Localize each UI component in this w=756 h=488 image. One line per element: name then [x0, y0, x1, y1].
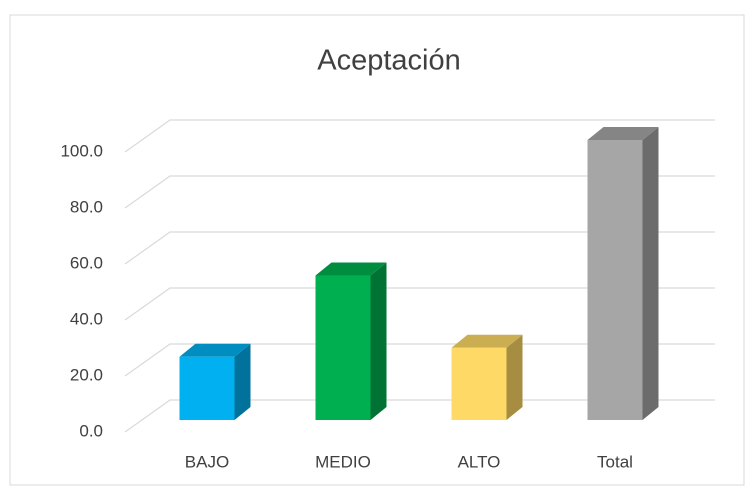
bar-side	[370, 262, 387, 420]
x-tick-label: ALTO	[458, 452, 501, 471]
y-tick-label: 20.0	[70, 365, 103, 384]
x-tick-label: Total	[597, 452, 633, 471]
x-tick-label: MEDIO	[315, 452, 371, 471]
grid-line	[124, 175, 715, 209]
bar-front	[179, 356, 235, 420]
bar	[587, 127, 659, 420]
bar-side	[234, 343, 251, 420]
bar-top	[315, 262, 387, 276]
bar-top	[587, 127, 659, 140]
bar	[315, 262, 387, 420]
bar-side	[642, 127, 659, 420]
chart-title: Aceptación	[317, 45, 461, 77]
y-tick-label: 40.0	[70, 309, 103, 328]
y-tick-label: 0.0	[79, 421, 103, 440]
bar-top	[451, 334, 523, 348]
y-tick-label: 60.0	[70, 253, 103, 272]
grid-line	[124, 287, 715, 321]
grid-line	[124, 231, 715, 265]
bar-front	[451, 347, 507, 420]
bar	[179, 343, 251, 420]
grid-line	[124, 119, 715, 153]
bar-side	[506, 334, 523, 420]
bar	[451, 334, 523, 420]
grid-line	[124, 343, 715, 377]
bar-front	[315, 275, 371, 420]
x-tick-label: BAJO	[185, 452, 229, 471]
bar-top	[179, 343, 251, 357]
bar-front	[587, 140, 643, 420]
y-tick-label: 80.0	[70, 197, 103, 216]
grid-line	[124, 399, 715, 433]
y-tick-label: 100.0	[60, 141, 103, 160]
